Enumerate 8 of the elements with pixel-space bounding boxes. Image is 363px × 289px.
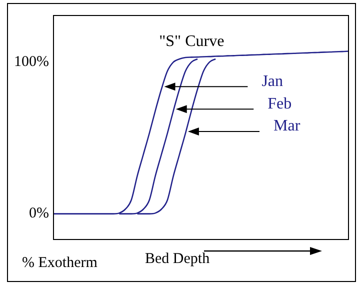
y-axis-title: % Exotherm: [22, 254, 98, 271]
x-axis-title: Bed Depth: [145, 250, 210, 267]
text: Feb: [268, 95, 292, 112]
text: "S" Curve: [159, 33, 224, 50]
series-label: Jan: [262, 72, 284, 90]
y-tick-label: 0%: [29, 206, 49, 222]
text: Mar: [274, 118, 301, 135]
y-tick-label: 100%: [14, 54, 49, 70]
